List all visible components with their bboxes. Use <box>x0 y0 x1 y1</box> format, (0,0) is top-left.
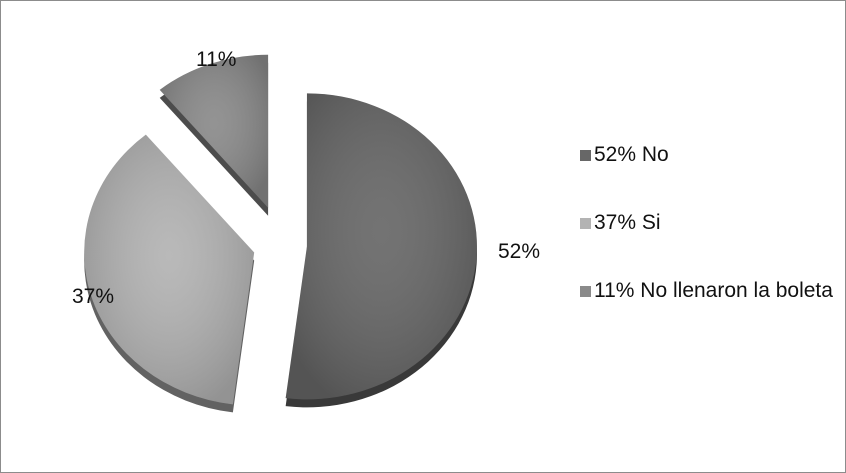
data-label-no-llenaron: 11% <box>196 48 236 71</box>
pie-slices <box>84 54 477 413</box>
legend-swatch-si <box>580 218 591 229</box>
legend-swatch-no-llenaron <box>580 286 591 297</box>
pie-slice-shading-no <box>285 93 477 400</box>
pie-slice-shading-no-llenaron <box>159 54 269 208</box>
legend-swatch-no <box>580 150 591 161</box>
legend-label-no-llenaron: 11% No llenaron la boleta <box>594 279 833 302</box>
legend-label-no: 52% No <box>594 143 669 166</box>
pie-slice-shading-si <box>84 134 255 405</box>
legend-label-si: 37% Si <box>594 211 661 234</box>
legend-item-si: 37% Si <box>580 210 840 236</box>
legend: 52% No 37% Si 11% No llenaron la boleta <box>580 142 840 304</box>
legend-item-no: 52% No <box>580 142 840 168</box>
data-label-si: 37% <box>72 285 114 308</box>
pie-data-labels: 52% 37% 11% <box>72 48 540 308</box>
legend-item-no-llenaron: 11% No llenaron la boleta <box>580 278 840 304</box>
data-label-no: 52% <box>498 240 540 263</box>
